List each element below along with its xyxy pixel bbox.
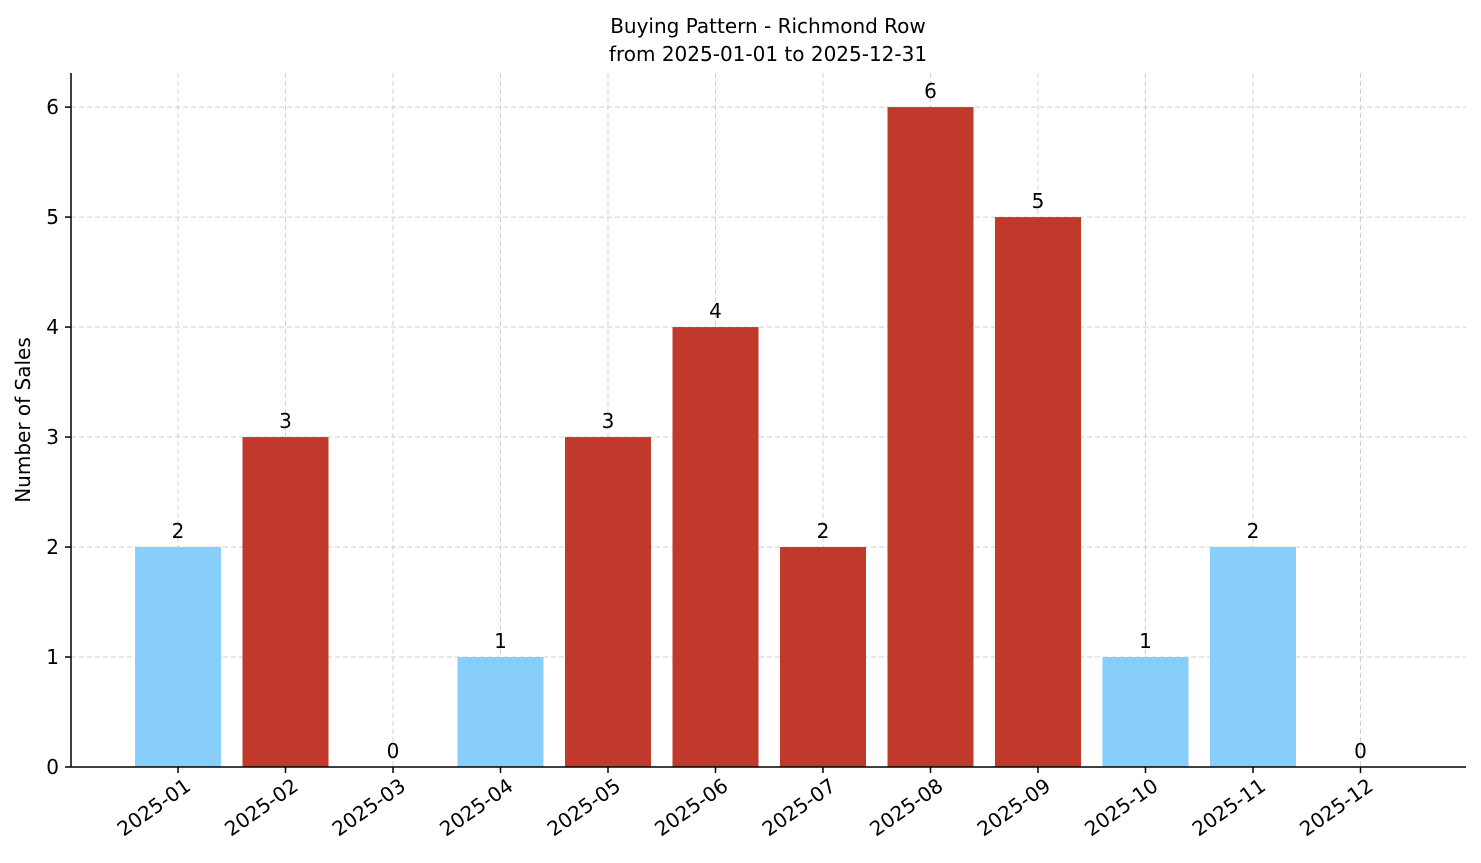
bar xyxy=(457,657,544,767)
x-tick-label: 2025-01 xyxy=(113,773,195,841)
x-tick-label: 2025-09 xyxy=(973,773,1055,841)
y-tick-label: 4 xyxy=(46,315,59,339)
y-axis-label: Number of Sales xyxy=(11,337,35,503)
value-label: 6 xyxy=(924,79,937,103)
bar xyxy=(565,437,651,767)
bar xyxy=(135,547,221,767)
value-label: 1 xyxy=(494,629,507,653)
x-tick-label: 2025-07 xyxy=(758,773,840,841)
bar xyxy=(1210,547,1296,767)
y-tick-label: 0 xyxy=(46,755,59,779)
value-label: 1 xyxy=(1139,629,1152,653)
y-tick-label: 5 xyxy=(46,205,59,229)
value-label: 5 xyxy=(1032,189,1045,213)
bar xyxy=(242,437,329,767)
x-tick-label: 2025-05 xyxy=(543,773,625,841)
chart-subtitle: from 2025-01-01 to 2025-12-31 xyxy=(609,42,927,66)
value-label: 4 xyxy=(709,299,722,323)
x-tick-label: 2025-06 xyxy=(650,773,732,841)
value-label: 0 xyxy=(387,739,400,763)
bar xyxy=(672,327,759,767)
value-label: 2 xyxy=(1247,519,1260,543)
value-label: 3 xyxy=(602,409,615,433)
x-tick-label: 2025-10 xyxy=(1080,773,1162,841)
bar xyxy=(887,107,974,767)
bar xyxy=(995,217,1081,768)
y-tick-label: 1 xyxy=(46,645,59,669)
value-label: 2 xyxy=(817,519,830,543)
value-label: 2 xyxy=(172,519,185,543)
x-tick-label: 2025-12 xyxy=(1295,773,1377,841)
value-label: 0 xyxy=(1354,739,1367,763)
bar xyxy=(780,547,866,767)
bar xyxy=(1102,657,1189,767)
x-tick-label: 2025-03 xyxy=(328,773,410,841)
x-tick-label: 2025-11 xyxy=(1188,773,1270,841)
value-label: 3 xyxy=(279,409,292,433)
x-tick-label: 2025-02 xyxy=(220,773,302,841)
x-tick-label: 2025-04 xyxy=(435,773,517,841)
x-tick-label: 2025-08 xyxy=(865,773,947,841)
y-tick-label: 6 xyxy=(46,95,59,119)
y-tick-label: 3 xyxy=(46,425,59,449)
chart-title: Buying Pattern - Richmond Row xyxy=(610,14,926,38)
y-tick-label: 2 xyxy=(46,535,59,559)
